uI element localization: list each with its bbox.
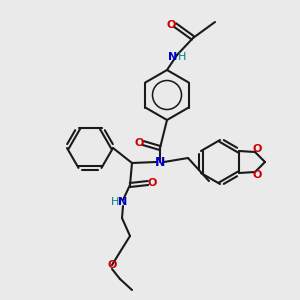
Text: O: O [147, 178, 157, 188]
Text: O: O [134, 138, 144, 148]
Text: O: O [107, 260, 117, 270]
Text: N: N [155, 155, 165, 169]
Text: N: N [118, 197, 127, 207]
Text: O: O [252, 170, 262, 180]
Text: O: O [166, 20, 176, 30]
Text: N: N [168, 52, 178, 62]
Text: H: H [111, 197, 119, 207]
Text: H: H [178, 52, 186, 62]
Text: O: O [252, 144, 262, 154]
